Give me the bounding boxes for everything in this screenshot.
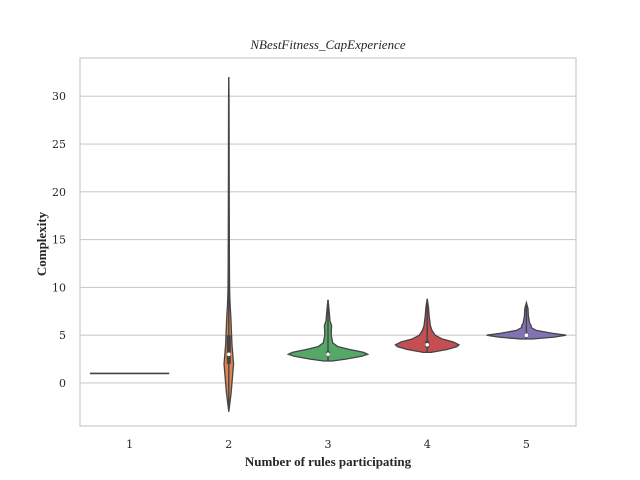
violin-median (524, 333, 529, 337)
y-tick-label: 15 (52, 234, 66, 247)
violins-group (89, 77, 567, 412)
x-tick-label: 1 (126, 438, 133, 451)
y-tick-label: 30 (52, 90, 66, 103)
chart-title: NBestFitness_CapExperience (249, 37, 405, 52)
x-tick-label: 2 (225, 438, 232, 451)
y-tick-label: 0 (59, 377, 66, 390)
violin-4 (394, 298, 461, 354)
x-tick-label: 4 (424, 438, 431, 451)
x-tick-labels: 1 2 3 4 5 (126, 438, 530, 451)
plot-area (79, 57, 577, 427)
x-tick-label: 3 (325, 438, 332, 451)
y-tick-labels: 0 5 10 15 20 25 30 (52, 90, 66, 390)
y-tick-label: 5 (59, 329, 66, 342)
violin-5 (486, 300, 567, 340)
y-axis-title: Complexity (34, 211, 49, 276)
x-tick-label: 5 (523, 438, 530, 451)
y-tick-label: 10 (52, 281, 66, 294)
y-tick-label: 20 (52, 186, 66, 199)
violin-3 (286, 299, 370, 362)
violin-median (425, 342, 430, 347)
violin-2 (223, 77, 235, 412)
y-tick-label: 25 (52, 138, 66, 151)
violin-median (326, 352, 330, 357)
grid-lines (80, 95, 576, 384)
x-axis-title: Number of rules participating (245, 454, 412, 469)
violin-median (227, 352, 231, 357)
